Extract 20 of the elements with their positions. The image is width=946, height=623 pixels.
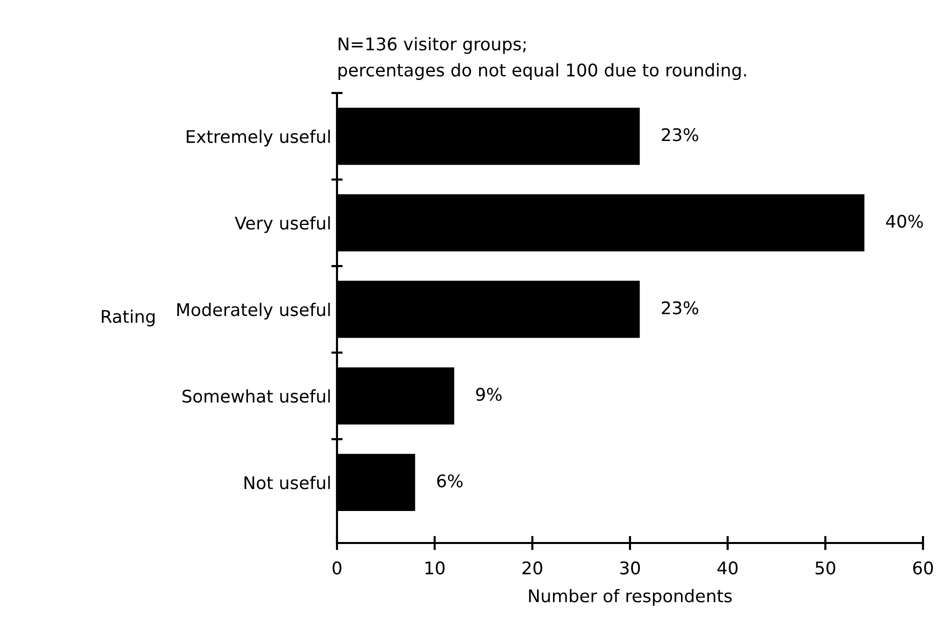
x-tick-label: 30 (620, 561, 640, 574)
x-tick-label: 20 (522, 561, 542, 574)
x-axis-title: Number of respondents (529, 588, 732, 606)
x-tick-label: 60 (913, 561, 933, 574)
annotation: 9% (476, 388, 502, 401)
y-tick-label: Very useful (234, 216, 330, 234)
annotation: 40% (886, 214, 923, 228)
annotation: 23% (662, 128, 698, 142)
y-axis-title: Rating (102, 310, 155, 326)
annotation: 6% (437, 474, 463, 488)
x-tick-label: 0 (332, 561, 342, 574)
chart-title: N=136 visitor groups; percentages do not equal 100 due to rounding. (338, 37, 746, 80)
y-tick-label: Not useful (244, 476, 330, 490)
x-tick-label: 50 (816, 561, 836, 574)
y-tick-label: Moderately useful (177, 302, 330, 320)
annotation: 23% (662, 301, 698, 314)
y-tick-label: Somewhat useful (182, 389, 330, 403)
x-tick-label: 40 (717, 561, 738, 574)
y-tick-label: Extremely useful (186, 130, 330, 146)
x-tick-label: 10 (426, 561, 445, 574)
